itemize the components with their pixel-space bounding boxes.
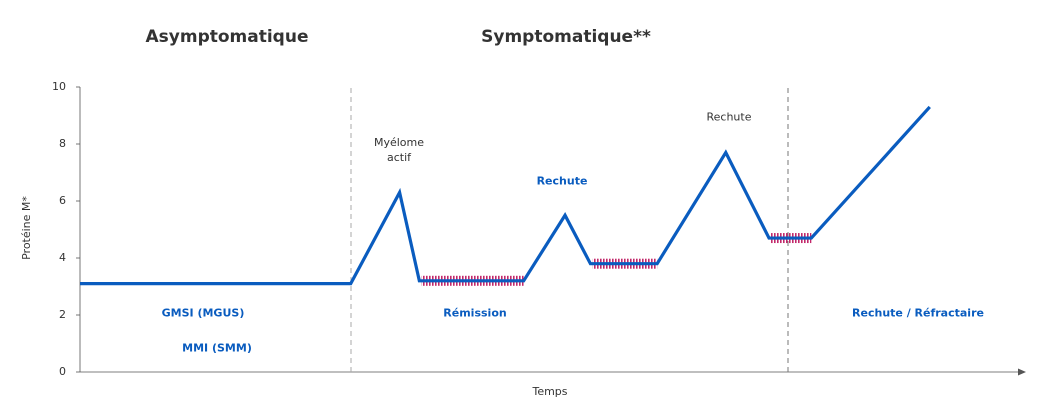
annotation: Rechute [706,110,752,124]
phase-title: Symptomatique** [481,27,651,47]
x-axis-label: Temps [531,385,567,398]
y-tick-label: 4 [59,251,66,264]
y-axis-label: Protéine M* [20,196,33,260]
annotation: Rechute / Réfractaire [852,306,984,320]
y-tick-label: 0 [59,365,66,378]
data-line [80,105,931,286]
annotation: Rechute [536,174,588,188]
annotation: MMI (SMM) [182,341,252,355]
annotation: GMSI (MGUS) [161,306,245,320]
y-tick-label: 10 [52,80,66,93]
y-tick-label: 6 [59,194,66,207]
annotation: Rémission [443,306,507,320]
y-tick-label: 2 [59,308,66,321]
y-tick-label: 8 [59,137,66,150]
annotation: Myélome actif [373,136,425,164]
x-axis-arrow [1018,368,1026,376]
phase-title: Asymptomatique [145,27,309,47]
